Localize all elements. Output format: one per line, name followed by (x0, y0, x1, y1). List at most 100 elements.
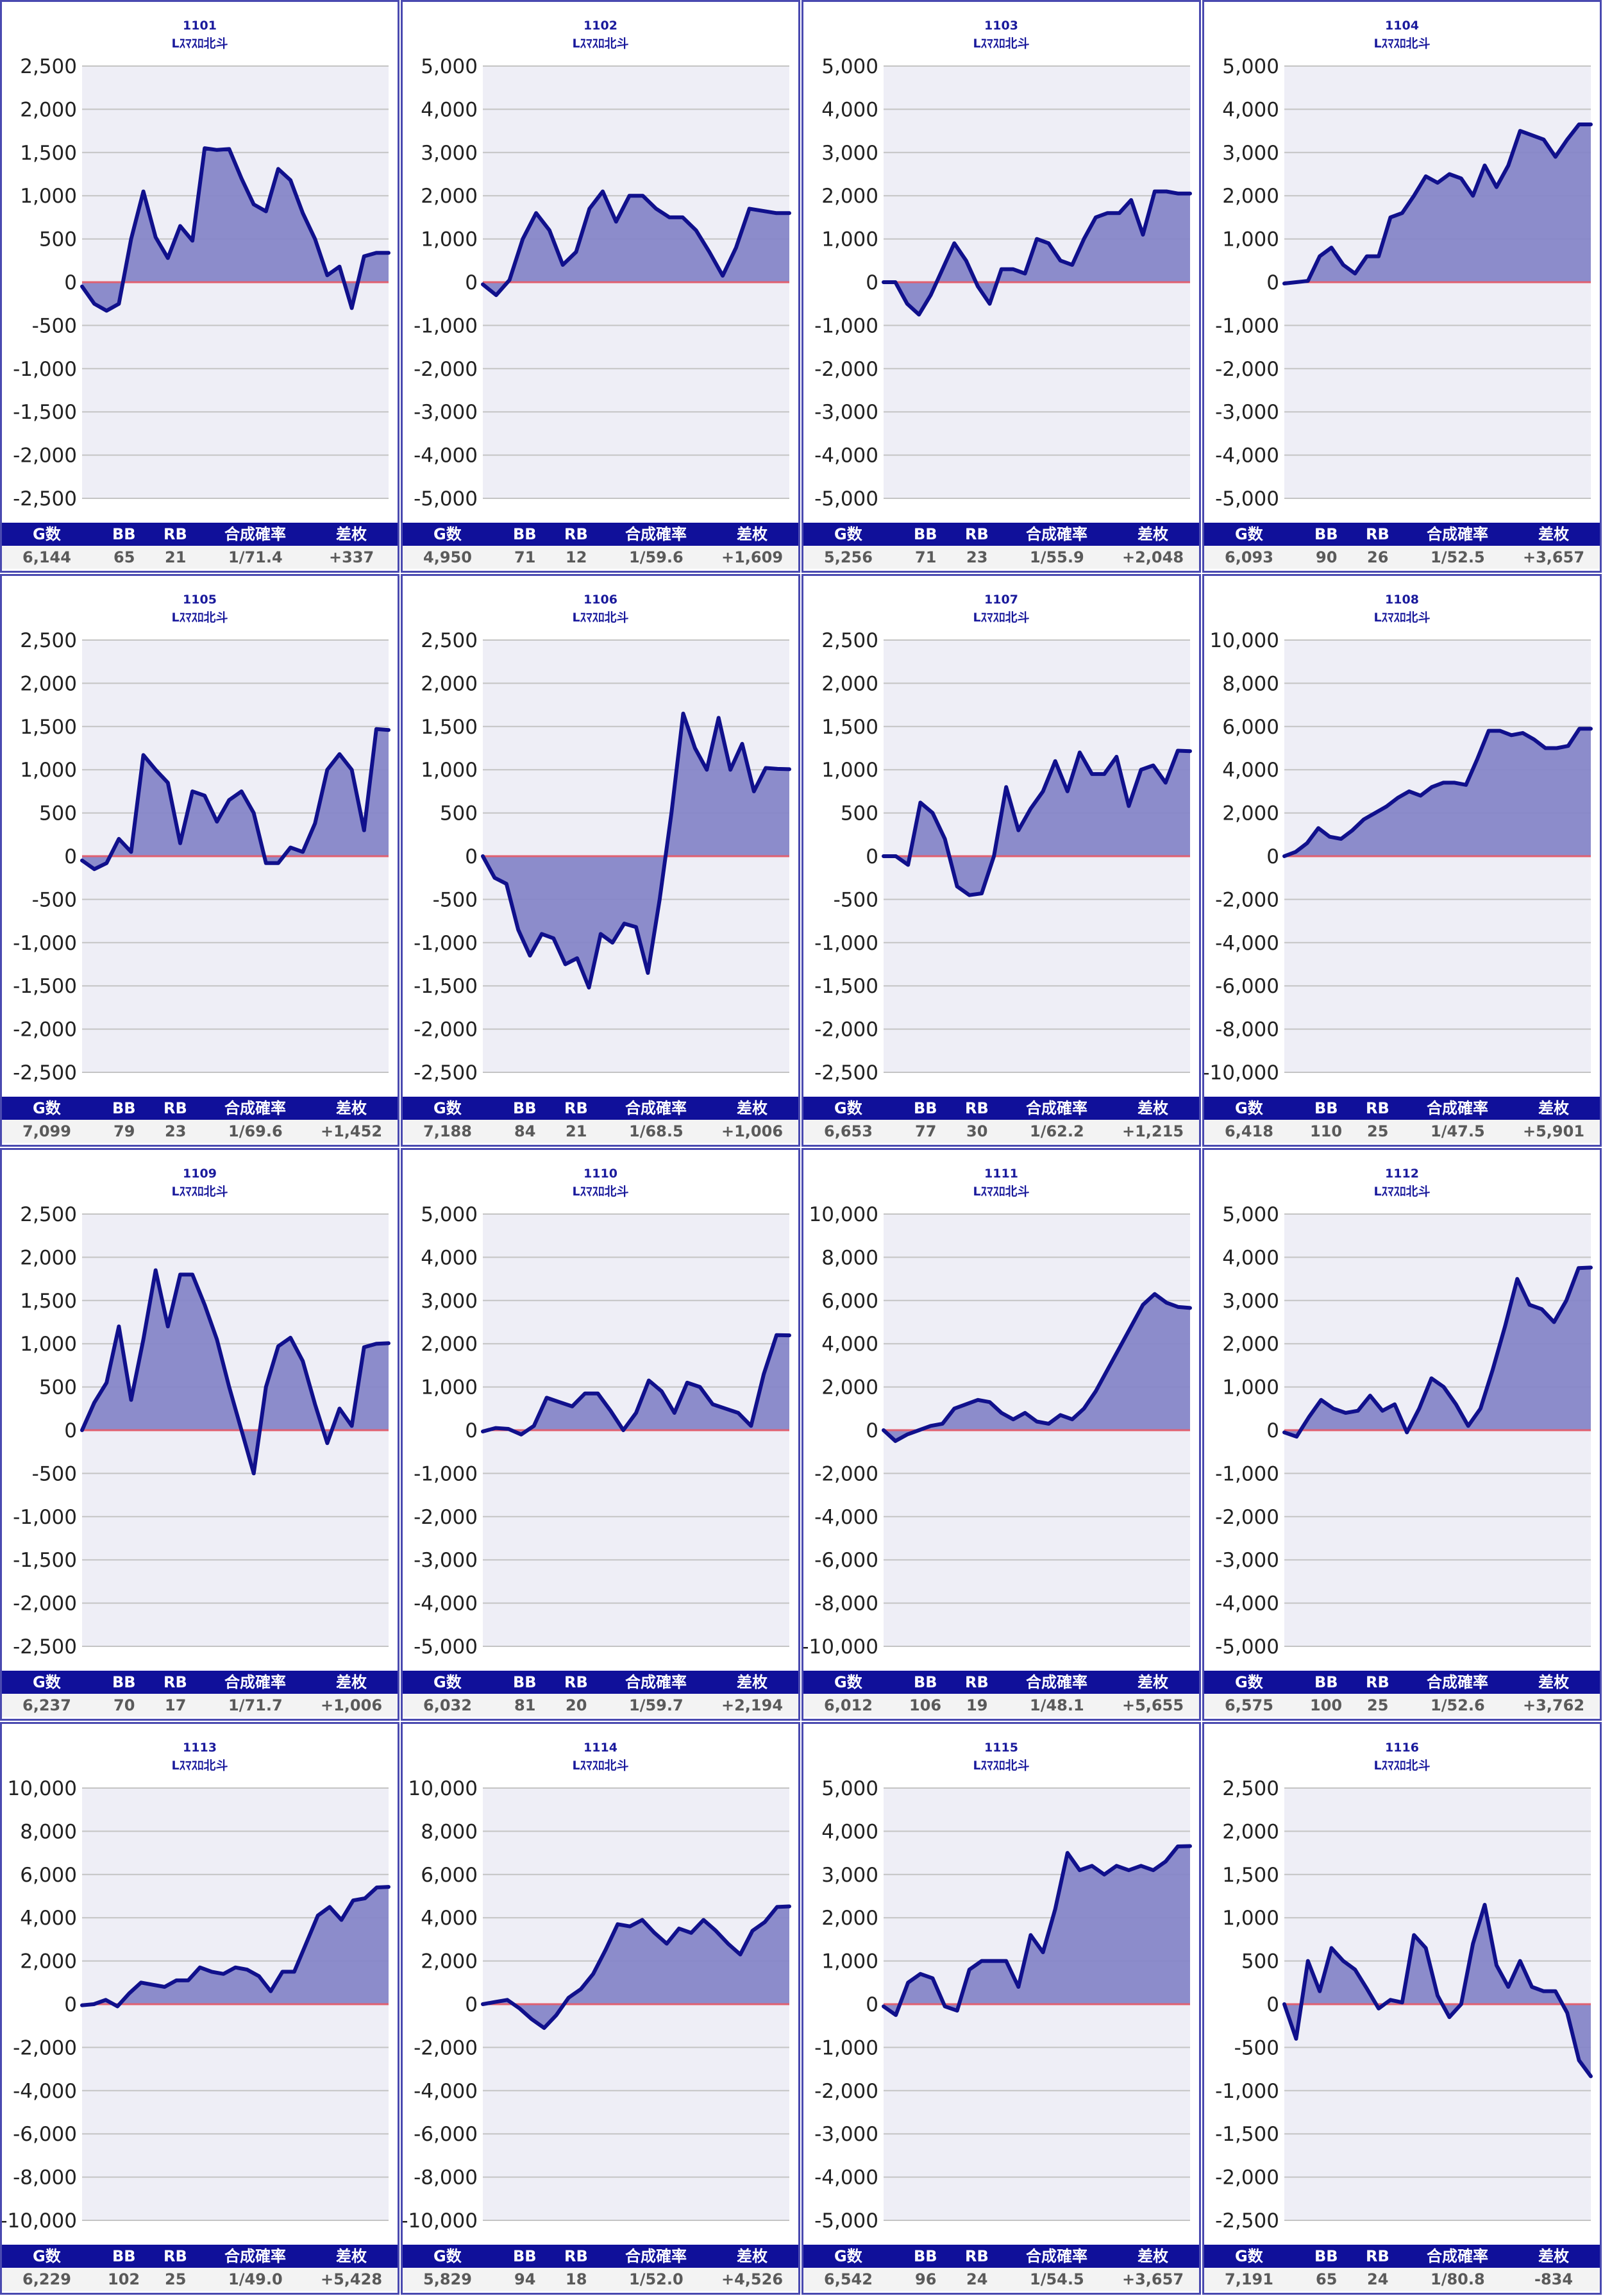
y-tick-label: -2,000 (13, 1592, 77, 1616)
stats-header-row: G数 BB RB 合成確率 差枚 (1204, 1671, 1600, 1694)
data-point (555, 2013, 558, 2016)
data-point (350, 307, 353, 310)
data-point (1528, 1303, 1531, 1306)
data-point (1153, 190, 1156, 193)
y-tick-label: -3,000 (414, 1549, 478, 1572)
data-point (1036, 237, 1038, 241)
stats-value-row: 6,093 90 26 1/52.5 +3,657 (1204, 546, 1600, 569)
data-point (943, 838, 946, 840)
stat-header-rate: 合成確率 (1427, 2247, 1488, 2265)
data-point (1354, 1968, 1357, 1971)
y-tick-label: -6,000 (814, 1549, 878, 1572)
data-point (1066, 1852, 1069, 1855)
stat-header-rb: RB (164, 1673, 187, 1691)
y-tick-label: -500 (32, 1462, 77, 1485)
data-point (724, 1407, 727, 1410)
y-tick-label: 10,000 (8, 1777, 77, 1800)
y-tick-label: 5,000 (1222, 55, 1279, 78)
data-point (338, 752, 341, 755)
stat-value-games: 6,093 (1225, 548, 1273, 566)
stat-header-rb: RB (564, 525, 588, 543)
stat-value-diff: +2,048 (1122, 548, 1184, 566)
data-point (508, 278, 511, 282)
data-point (518, 2007, 521, 2010)
stat-header-bb: BB (112, 2247, 136, 2265)
data-point (668, 215, 671, 219)
data-point (338, 265, 341, 268)
data-point (350, 1424, 353, 1428)
chart-title: 1109 (183, 1167, 217, 1181)
data-point (1491, 1368, 1494, 1371)
data-point (734, 246, 737, 249)
data-point (1152, 1869, 1155, 1872)
y-tick-label: 4,000 (421, 1246, 478, 1269)
data-point (530, 2018, 533, 2021)
y-tick-label: 2,000 (421, 1333, 478, 1356)
data-point (739, 1953, 742, 1956)
y-tick-label: 4,000 (1222, 1246, 1279, 1269)
data-point (215, 148, 219, 151)
data-point (1318, 255, 1322, 258)
data-point (583, 1392, 587, 1395)
stat-header-bb: BB (1314, 1099, 1338, 1117)
data-point (1082, 237, 1086, 241)
stat-value-bb: 106 (909, 1696, 942, 1714)
chart-panel-1103: 5,000 4,000 3,000 2,000 1,000 0 -1,000 -2,000 -3… (802, 0, 1201, 573)
data-point (646, 972, 650, 974)
data-point (1436, 181, 1439, 184)
stat-header-rate: 合成確率 (625, 1099, 687, 1117)
stat-value-diff: +337 (329, 548, 374, 566)
stats-header-row: G数 BB RB 合成確率 差枚 (2, 1671, 398, 1694)
chart-title: 1112 (1385, 1167, 1419, 1181)
data-point (264, 1385, 267, 1389)
stat-value-bb: 79 (113, 1122, 135, 1140)
data-point (717, 716, 720, 720)
data-point (592, 1972, 595, 1975)
chart-subtitle: Lｽﾏｽﾛ北斗 (171, 1759, 228, 1773)
stats-header-row: G数 BB RB 合成確率 差枚 (803, 1097, 1199, 1120)
data-point (1047, 242, 1050, 245)
data-point (1189, 192, 1191, 195)
data-point (1164, 781, 1167, 784)
data-point (1320, 1398, 1323, 1401)
stat-header-rate: 合成確率 (1026, 2247, 1087, 2265)
data-point (1356, 1409, 1359, 1412)
data-point (943, 2005, 946, 2008)
stat-header-rb: RB (164, 2247, 187, 2265)
chart-panel-1114: 10,000 8,000 6,000 4,000 2,000 0 -2,000 -4,000 -… (401, 1722, 800, 2295)
stat-value-rb: 24 (966, 2270, 988, 2288)
data-point (240, 789, 243, 793)
stats-header-row: G数 BB RB 合成確率 差枚 (803, 2245, 1199, 2268)
y-tick-label: -500 (834, 888, 878, 911)
stat-header-rate: 合成確率 (625, 1673, 687, 1691)
data-point (1476, 757, 1479, 761)
data-point (601, 190, 604, 193)
data-point (166, 257, 169, 260)
data-point (191, 1273, 194, 1276)
series-area (1284, 1267, 1591, 1437)
data-point (93, 868, 96, 871)
data-point (596, 1392, 600, 1395)
data-point (1413, 194, 1416, 198)
data-point (1389, 215, 1392, 219)
data-point (1189, 750, 1191, 753)
stat-header-diff: 差枚 (1137, 525, 1168, 543)
y-tick-label: 0 (64, 845, 77, 868)
y-tick-label: 4,000 (421, 1907, 478, 1930)
data-point (364, 1896, 367, 1900)
stat-value-games: 7,191 (1225, 2270, 1273, 2288)
stat-header-rate: 合成確率 (625, 525, 687, 543)
data-point (1577, 123, 1581, 126)
data-point (1189, 1306, 1191, 1310)
y-tick-label: 4,000 (20, 1907, 77, 1930)
stat-value-bb: 100 (1310, 1696, 1343, 1714)
data-point (1141, 1303, 1145, 1306)
y-tick-label: -4,000 (13, 2080, 77, 2103)
stat-value-rate: 1/69.6 (228, 1122, 283, 1140)
y-tick-label: -2,000 (414, 1018, 478, 1042)
stat-value-rate: 1/48.1 (1030, 1696, 1084, 1714)
data-point (215, 820, 219, 823)
stat-value-games: 6,032 (423, 1696, 472, 1714)
data-point (1295, 2037, 1298, 2040)
y-tick-label: 10,000 (408, 1777, 478, 1800)
